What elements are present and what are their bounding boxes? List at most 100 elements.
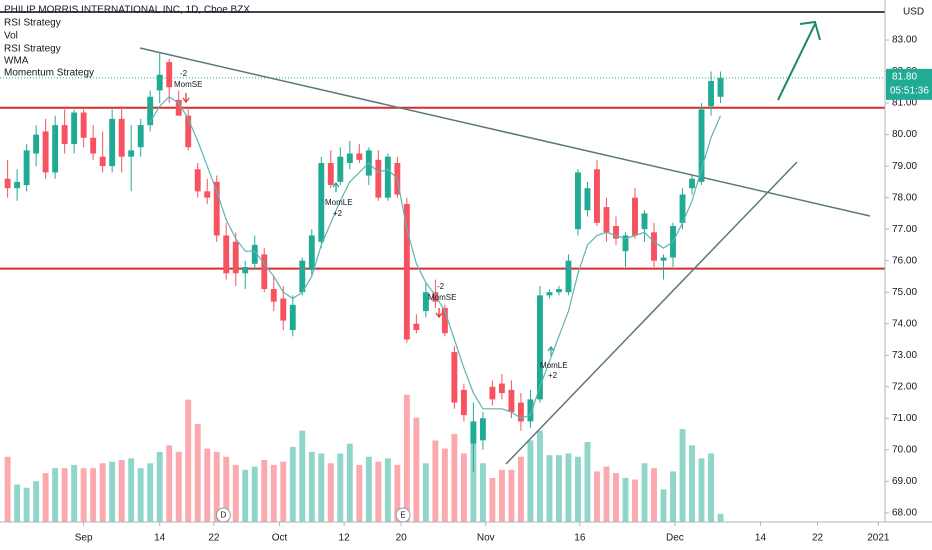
legend-item: Vol — [4, 31, 18, 42]
candle-body — [460, 389, 467, 416]
volume-bar — [337, 453, 344, 522]
legend-item: RSI Strategy — [4, 44, 61, 55]
event-label: D — [220, 511, 226, 520]
candle-body — [318, 162, 325, 242]
y-tick-label: 74.00 — [892, 318, 917, 329]
candle-body — [660, 257, 667, 261]
candle-body — [356, 153, 363, 160]
candle-body — [4, 178, 11, 189]
candle-body — [441, 307, 448, 334]
volume-bar — [384, 458, 391, 522]
volume-bar — [185, 399, 192, 522]
volume-bar — [289, 446, 296, 522]
volume-bar — [327, 463, 334, 522]
candle-body — [403, 203, 410, 340]
candle-body — [52, 125, 59, 173]
candle-body — [280, 298, 287, 321]
volume-bar — [223, 456, 230, 522]
candle-body — [432, 292, 439, 302]
x-tick-label: Oct — [272, 533, 288, 544]
volume-bar — [717, 513, 724, 522]
volume-bar — [109, 461, 116, 522]
volume-bar — [517, 456, 524, 522]
volume-bar — [356, 464, 363, 522]
volume-bar — [508, 469, 515, 522]
candle-body — [346, 153, 353, 163]
volume-bar — [270, 464, 277, 522]
currency: USD — [903, 7, 924, 18]
candle-body — [156, 74, 163, 91]
x-tick-label: 14 — [154, 533, 166, 544]
volume-bar — [99, 463, 106, 522]
candle-body — [33, 134, 40, 154]
volume-bar — [632, 479, 638, 522]
candle-body — [61, 125, 68, 145]
candle-body — [603, 207, 610, 233]
last-price-label: 81.80 — [892, 71, 917, 82]
trendline — [139, 47, 871, 217]
sell-arrow — [182, 93, 190, 104]
volume-bar — [156, 451, 163, 522]
signal-qty: +2 — [548, 371, 558, 380]
candle-body — [575, 172, 581, 230]
event-marker — [395, 507, 411, 523]
candle-body — [517, 402, 524, 422]
signal-label: MomSE — [174, 80, 202, 89]
y-tick-label: 79.00 — [892, 161, 917, 172]
y-tick-label: 75.00 — [892, 287, 917, 298]
y-tick-label: 70.00 — [892, 444, 917, 455]
volume-bar — [498, 469, 505, 522]
volume-bar — [641, 463, 648, 522]
signal-label: MomLE — [325, 198, 353, 207]
candle-body — [698, 109, 705, 182]
buy-arrow — [332, 181, 340, 192]
volume-bar — [80, 468, 87, 522]
volume-bar — [603, 466, 610, 522]
candle-body — [99, 156, 106, 167]
volume-bar — [23, 487, 30, 522]
candle-body — [242, 266, 249, 274]
y-tick-label: 68.00 — [892, 507, 917, 518]
candle-body — [622, 235, 629, 252]
candle-body — [147, 96, 154, 126]
last-price-box — [886, 68, 932, 100]
candle-body — [261, 254, 268, 290]
candle-body — [213, 181, 220, 236]
volume-bar — [213, 451, 220, 522]
candle-body — [375, 159, 382, 198]
volume-bar — [708, 453, 714, 522]
candle-body — [536, 295, 543, 400]
volume-bar — [441, 448, 448, 522]
signal-label: MomLE — [540, 361, 568, 370]
candle-body — [337, 156, 344, 182]
candle-body — [498, 383, 505, 394]
volume-bar — [4, 456, 11, 522]
volume-bar — [451, 433, 458, 522]
legend: PHILIP MORRIS INTERNATIONAL INC, 1D, Cbo… — [4, 5, 250, 79]
volume-bar — [242, 469, 249, 522]
legend-title: PHILIP MORRIS INTERNATIONAL INC, 1D, Cbo… — [4, 5, 250, 16]
x-tick-label: 2021 — [867, 533, 890, 544]
arrow — [777, 23, 816, 101]
volume-bar — [575, 456, 581, 522]
candle-body — [175, 99, 182, 116]
volume-bar — [204, 448, 211, 522]
volume-bar — [318, 453, 325, 522]
volume-bar — [137, 468, 144, 522]
candle-body — [527, 399, 534, 422]
volume-bar — [432, 440, 439, 522]
legend-item: WMA — [4, 56, 29, 67]
volume-bar — [651, 468, 657, 522]
candle-body — [413, 323, 420, 331]
y-tick-label: 76.00 — [892, 255, 917, 266]
candle-body — [594, 169, 600, 223]
candle-body — [118, 118, 125, 157]
candle-body — [470, 421, 477, 444]
volume-bar — [698, 458, 705, 522]
candle-body — [613, 226, 619, 239]
volume-bar — [489, 477, 496, 522]
x-tick-label: 14 — [755, 533, 767, 544]
arrow-head — [799, 20, 821, 41]
y-tick-label: 71.00 — [892, 413, 917, 424]
